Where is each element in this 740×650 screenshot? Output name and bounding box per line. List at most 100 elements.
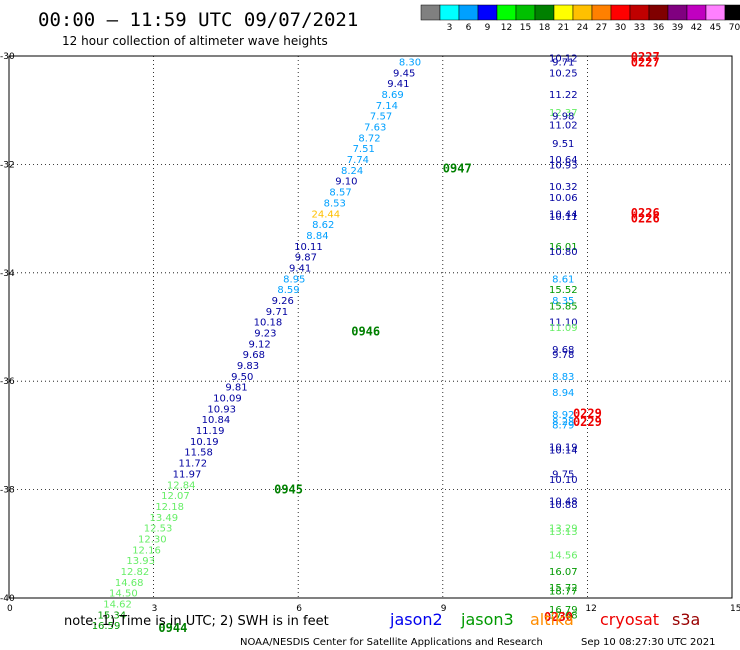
wave-height-point: 12.18: [155, 502, 184, 513]
color-scale-bar: 3 6 9 12 15 18 21 24 27 30 33 36 39 42 45 70: [420, 4, 740, 33]
wave-height-point: 9.83: [237, 361, 259, 372]
wave-height-point: 8.57: [329, 188, 351, 199]
pass-time-label: 0226: [631, 212, 660, 226]
wave-height-point: 10.19: [190, 437, 219, 448]
wave-height-point: 11.09: [549, 323, 578, 334]
pass-time-label: 0946: [351, 324, 380, 338]
wave-height-point: 8.94: [552, 388, 574, 399]
wave-height-point: 16.59: [92, 621, 121, 632]
wave-height-point: 8.69: [381, 90, 403, 101]
wave-height-point: 13.49: [150, 513, 179, 524]
wave-height-point: 8.59: [277, 285, 299, 296]
wave-height-point: 14.50: [109, 589, 138, 600]
pass-time-label: 0945: [274, 483, 303, 497]
y-tick-label: -38: [0, 486, 15, 496]
colorbar-swatch: [515, 4, 536, 21]
wave-height-point: 16.79: [549, 605, 578, 616]
colorbar-label: 9: [485, 23, 491, 33]
chart-title: 00:00 – 11:59 UTC 09/07/2021: [38, 9, 358, 31]
wave-height-point: 13.93: [126, 556, 155, 567]
legend-jason2: jason2: [389, 610, 443, 629]
pass-time-label: 0226: [631, 206, 660, 220]
wave-height-point: 12.82: [121, 567, 150, 578]
axis-ticks: 0 3 6 9 12 15 -30 -32 -34 -36 -38 -40: [0, 52, 740, 614]
x-tick-label: 15: [730, 604, 740, 614]
wave-height-point: 10.19: [549, 442, 578, 453]
wave-height-point: 7.14: [376, 101, 398, 112]
wave-height-point: 10.25: [549, 68, 578, 79]
x-tick-label: 6: [296, 604, 302, 614]
colorbar-label: 30: [615, 23, 627, 33]
x-tick-label: 9: [441, 604, 447, 614]
y-tick-label: -34: [0, 269, 15, 279]
wave-height-point: 12.30: [138, 534, 167, 545]
colorbar-label: 70: [729, 23, 740, 33]
colorbar-label: 42: [691, 23, 702, 33]
wave-height-point: 12.07: [161, 491, 190, 502]
wave-height-point: 8.30: [399, 58, 421, 69]
pass-time-label: 0229: [573, 415, 602, 429]
wave-height-point: 12.53: [144, 524, 173, 535]
colorbar-swatch: [496, 4, 517, 21]
wave-height-point: 9.98: [552, 112, 574, 123]
satellite-legend: jason2 jason3 altika cryosat s3a: [389, 610, 700, 629]
wave-height-point: 8.83: [552, 372, 574, 383]
y-tick-label: -40: [0, 594, 15, 604]
x-tick-label: 12: [585, 604, 596, 614]
wave-height-point: 18.77: [549, 586, 578, 597]
colorbar-swatch: [591, 4, 612, 21]
wave-height-point: 8.95: [283, 274, 305, 285]
y-tick-label: -32: [0, 160, 15, 170]
legend-jason3: jason3: [460, 610, 514, 629]
chart-subtitle: 12 hour collection of altimeter wave hei…: [62, 34, 328, 48]
wave-height-point: 14.56: [549, 551, 578, 562]
colorbar-swatch: [420, 4, 441, 21]
wave-height-point: 9.81: [225, 383, 247, 394]
wave-height-point: 10.88: [549, 500, 578, 511]
wave-height-point: 15.34: [97, 610, 126, 621]
wave-height-point: 10.09: [213, 394, 242, 405]
wave-height-point: 17.68: [549, 610, 578, 621]
wave-height-point: 8.35: [552, 296, 574, 307]
wave-height-point: 11.02: [549, 120, 578, 131]
note-text: note: 1) Time is in UTC; 2) SWH is in fe…: [64, 614, 329, 629]
colorbar-label: 3: [447, 23, 453, 33]
wave-height-point: 9.45: [393, 68, 415, 79]
colorbar-swatch: [572, 4, 593, 21]
wave-height-point: 7.74: [347, 155, 369, 166]
wave-height-point: 7.57: [370, 112, 392, 123]
pass-time-label: 0230: [544, 610, 573, 624]
grid-lines: [9, 56, 732, 598]
wave-height-point: 9.26: [272, 296, 294, 307]
wave-height-point: 9.71: [552, 58, 574, 69]
wave-height-point: 10.48: [549, 497, 578, 508]
wave-height-point: 11.22: [549, 90, 578, 101]
colorbar-label: 18: [539, 23, 551, 33]
colorbar-label: 27: [596, 23, 607, 33]
wave-height-point: 10.84: [202, 415, 231, 426]
wave-height-point: 10.93: [549, 160, 578, 171]
wave-height-point: 10.11: [294, 242, 323, 253]
wave-height-point: 8.84: [306, 231, 328, 242]
wave-height-point: 14.68: [115, 578, 144, 589]
wave-height-point: 8.79: [552, 421, 574, 432]
wave-height-point: 9.41: [387, 79, 409, 90]
x-tick-label: 0: [7, 604, 13, 614]
wave-height-point: 13.29: [549, 524, 578, 535]
wave-height-point: 9.78: [552, 350, 574, 361]
colorbar-label: 6: [466, 23, 472, 33]
pass-time-label: 0229: [573, 407, 602, 421]
wave-height-point: 9.23: [254, 329, 276, 340]
wave-height-point: 9.50: [231, 372, 253, 383]
colorbar-label: 12: [501, 23, 512, 33]
wave-height-point: 8.24: [341, 166, 363, 177]
colorbar-swatch: [439, 4, 460, 21]
wave-height-point: 8.61: [552, 274, 574, 285]
wave-height-point: 10.12: [549, 54, 578, 65]
colorbar-swatch: [477, 4, 498, 21]
wave-height-point: 10.18: [254, 318, 283, 329]
pass-time-label: 0227: [631, 50, 660, 64]
colorbar-label: 24: [577, 23, 589, 33]
plot-frame: [8, 55, 733, 599]
